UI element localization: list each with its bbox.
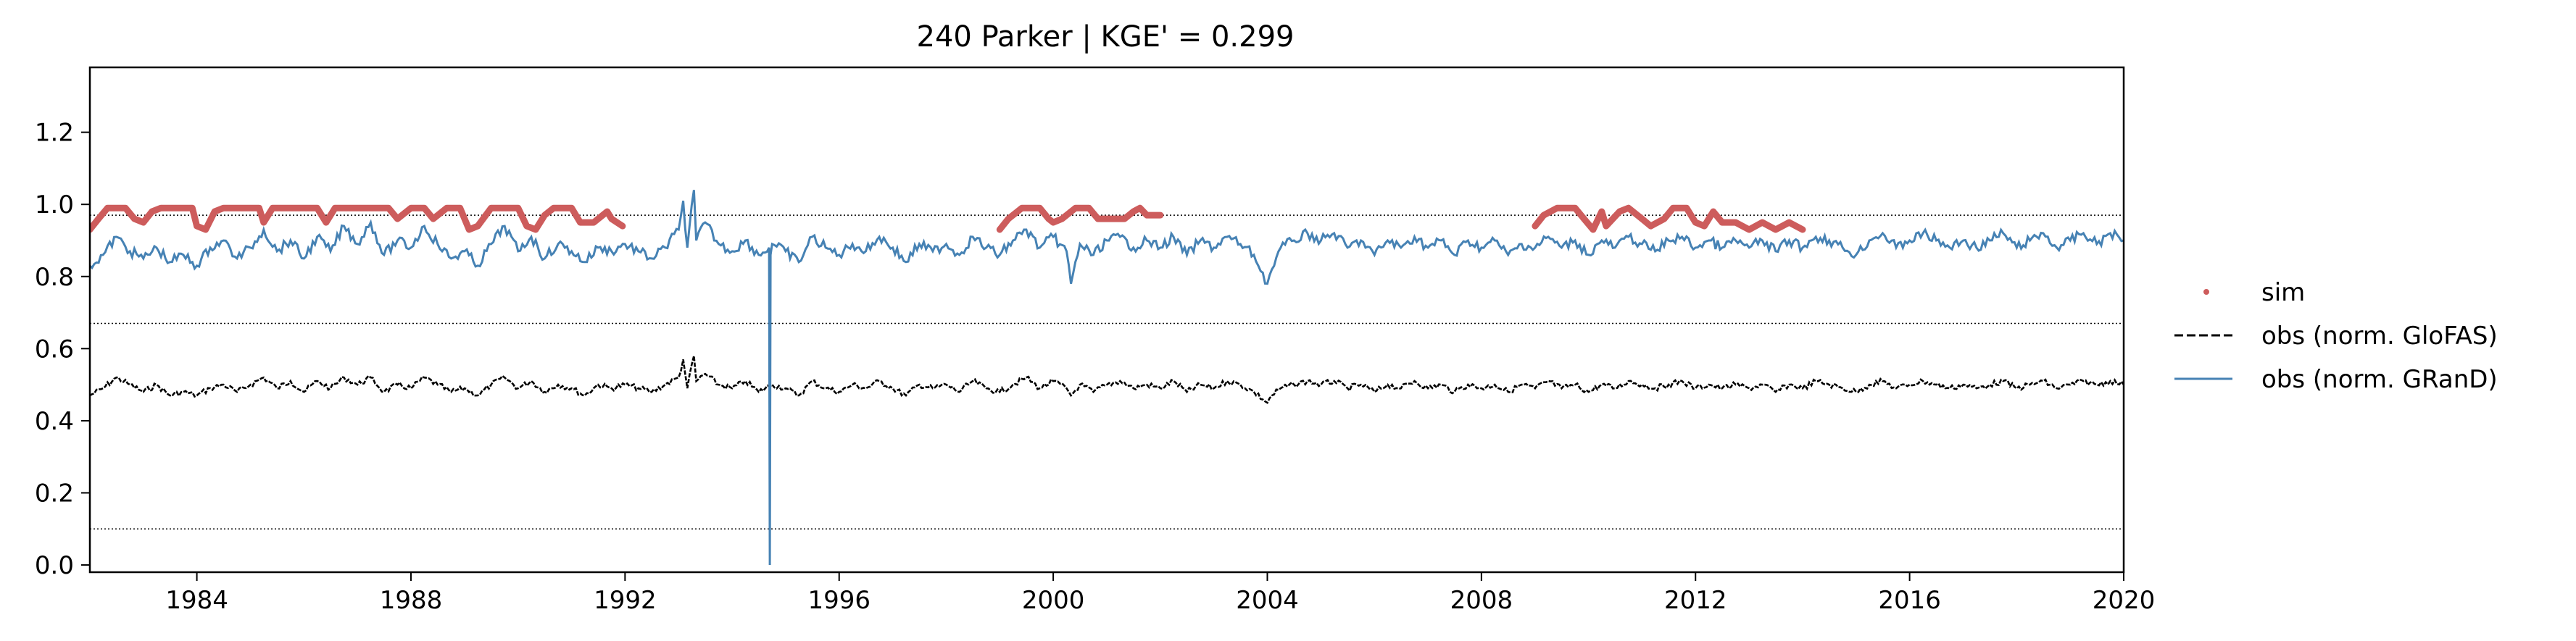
y-tick-label: 1.2 (35, 119, 74, 148)
series-line-glofas (90, 355, 2124, 404)
x-tick-label: 2000 (1022, 586, 1085, 615)
x-tick-label: 1992 (594, 586, 657, 615)
x-tick-label: 2012 (1664, 586, 1727, 615)
plot-frame (88, 66, 2125, 574)
legend-marker-sim (2203, 289, 2209, 295)
x-tick-label: 2008 (1450, 586, 1513, 615)
reference-lines (90, 214, 2124, 530)
y-axis: 0.0 0.2 0.4 0.6 0.8 1.0 1.2 (35, 119, 90, 580)
x-tick-label: 1984 (165, 586, 228, 615)
y-tick-label: 0.4 (35, 407, 74, 436)
series-sim-segment (90, 204, 626, 233)
y-tick-label: 0.2 (35, 479, 74, 508)
legend: sim obs (norm. GloFAS) obs (norm. GRanD) (2174, 278, 2498, 394)
series-sim-segment (996, 204, 1164, 233)
x-tick-label: 2016 (1878, 586, 1941, 615)
legend-label: obs (norm. GloFAS) (2261, 322, 2498, 351)
legend-label: obs (norm. GRanD) (2261, 365, 2498, 394)
x-tick-label: 1996 (807, 586, 871, 615)
y-tick-label: 0.0 (35, 551, 74, 580)
x-axis: 1984 1988 1992 1996 2000 2004 2008 2012 2016 2020 (165, 572, 2155, 615)
legend-label: sim (2261, 278, 2305, 307)
x-tick-label: 2004 (1236, 586, 1299, 615)
series-line-grand (90, 190, 2124, 566)
chart-title: 240 Parker | KGE' = 0.299 (917, 20, 1295, 54)
x-tick-label: 1988 (380, 586, 443, 615)
y-tick-label: 0.6 (35, 335, 74, 364)
x-tick-label: 2020 (2093, 586, 2156, 615)
plot-area (90, 190, 2124, 566)
y-tick-label: 1.0 (35, 190, 74, 219)
y-tick-label: 0.8 (35, 263, 74, 292)
series-sim-segment (1532, 204, 1806, 233)
